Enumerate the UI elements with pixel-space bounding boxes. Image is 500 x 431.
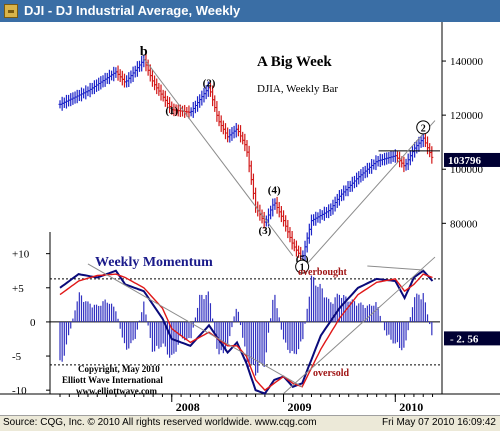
price-downtrend-line xyxy=(143,58,294,257)
momentum-y-tick-label: +10 xyxy=(12,249,30,261)
wave-label-2: 2 xyxy=(421,123,426,134)
momentum-lines xyxy=(59,269,434,395)
subheadline-text: DJIA, Weekly Bar xyxy=(257,83,338,95)
chart-icon xyxy=(4,4,18,18)
wave-label: (3) xyxy=(258,225,271,237)
momentum-uptrend-line xyxy=(283,256,436,394)
window-title: DJI - DJ Industrial Average, Weekly xyxy=(24,3,241,18)
wave-label: b xyxy=(140,45,148,60)
wave-label: (2) xyxy=(203,78,216,90)
last-price-label-bg xyxy=(444,152,500,167)
status-source: Source: CQG, Inc. © 2010 All rights rese… xyxy=(3,417,317,428)
price-y-tick-label: 120000 xyxy=(450,110,484,122)
status-bar: Source: CQG, Inc. © 2010 All rights rese… xyxy=(0,415,500,431)
momentum-downtrend-line xyxy=(87,263,303,388)
overbought-label: overbought xyxy=(298,267,348,278)
momentum-title: Weekly Momentum xyxy=(95,255,213,270)
title-bar: DJI - DJ Industrial Average, Weekly xyxy=(0,0,500,22)
x-axis-year-label: 2010 xyxy=(399,400,423,414)
wave-label: (1) xyxy=(165,105,178,117)
annotation-layer: b(1)(2)(3)(4)(5)12 xyxy=(87,45,440,394)
status-timestamp: Fri May 07 2010 16:09:42 xyxy=(382,417,496,428)
headline-text: A Big Week xyxy=(257,54,332,70)
wave-label-circle xyxy=(295,259,310,274)
wave-label-1: 1 xyxy=(300,263,305,274)
axes-layer: 140000 120000 100000 80000 +10 +5 0 -5 -10 2008 20… xyxy=(0,22,500,414)
momentum-y-tick-label: +5 xyxy=(12,283,24,295)
price-uptrend-line xyxy=(301,120,436,270)
price-y-tick-label: 140000 xyxy=(450,56,484,68)
copyright-line-1: Copyright, May 2010 xyxy=(78,364,160,374)
chart-canvas: 140000 120000 100000 80000 +10 +5 0 -5 -10 2008 20… xyxy=(0,22,500,415)
x-axis-year-label: 2008 xyxy=(176,400,200,414)
last-price-label: 103796 xyxy=(448,155,482,167)
wave-label-circle xyxy=(416,120,431,135)
momentum-line-fast xyxy=(59,269,434,395)
momentum-divergence-line xyxy=(367,265,424,271)
oversold-label: oversold xyxy=(313,368,350,379)
momentum-line-slow xyxy=(59,273,433,392)
momentum-last-label: - 2. 56 xyxy=(450,333,479,345)
momentum-last-label-bg xyxy=(444,331,500,346)
momentum-y-tick-label: -10 xyxy=(12,385,27,397)
momentum-y-tick-label: 0 xyxy=(30,317,36,329)
copyright-line-3: www.elliottwave.com xyxy=(76,386,157,396)
price-y-tick-label: 80000 xyxy=(450,218,478,230)
momentum-y-tick-label: -5 xyxy=(12,351,22,363)
x-axis-year-label: 2009 xyxy=(288,400,312,414)
copyright-line-2: Elliott Wave International xyxy=(62,375,163,385)
price-bars xyxy=(58,53,434,263)
price-y-tick-label: 100000 xyxy=(450,164,484,176)
wave-label: (4) xyxy=(268,185,281,197)
